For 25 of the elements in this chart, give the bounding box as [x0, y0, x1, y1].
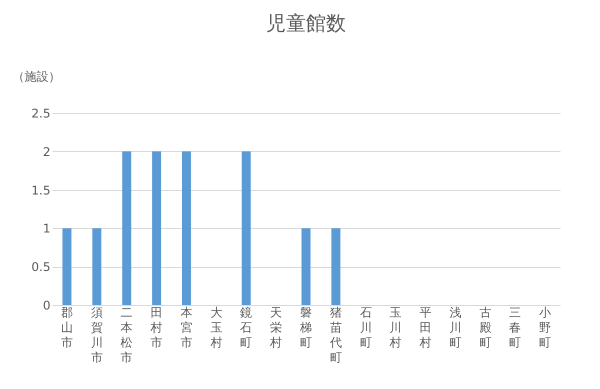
x-tick-label: 磐梯町 [299, 306, 312, 350]
y-tick-label: 1.5 [31, 183, 50, 198]
x-tick-label: 天栄村 [269, 306, 282, 350]
x-tick-label: 玉川村 [388, 306, 402, 350]
y-tick-label: 0 [42, 298, 50, 312]
x-tick-label: 鏡石町 [240, 306, 252, 350]
x-tick-label: 二本松市 [120, 306, 133, 364]
x-tick-label: 大玉村 [209, 306, 222, 350]
y-tick-label: 0.5 [31, 260, 50, 274]
x-tick-label: 石川町 [360, 306, 372, 350]
x-tick-label: 三春町 [509, 306, 522, 350]
chart-title: 児童館数 [266, 11, 346, 35]
y-axis-title: （施設） [12, 70, 60, 84]
x-tick-label: 猪苗代町 [328, 306, 342, 364]
x-tick-label: 本宮市 [180, 306, 192, 350]
y-tick-label: 1 [42, 222, 50, 236]
y-tick-label: 2 [42, 144, 50, 159]
x-tick-label: 田村市 [150, 306, 163, 350]
x-tick-label: 小野町 [539, 306, 552, 350]
y-tick-label: 2.5 [31, 106, 50, 120]
x-tick-label: 古殿町 [479, 306, 492, 350]
x-tick-label: 平田村 [418, 306, 432, 350]
x-tick-label: 郡山市 [60, 306, 73, 350]
x-tick-label: 須賀川市 [90, 306, 103, 364]
x-tick-label: 浅川町 [449, 306, 462, 350]
